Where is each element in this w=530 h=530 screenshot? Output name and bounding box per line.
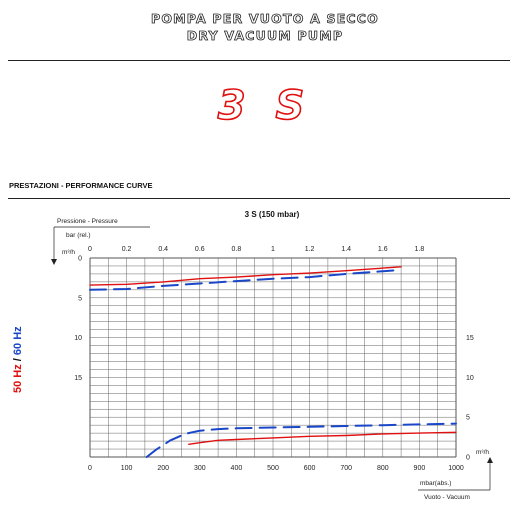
right-tick-label: 5 bbox=[466, 415, 470, 422]
title-italian: POMPA PER VUOTO A SECCO bbox=[150, 11, 380, 27]
bottom-tick-label: 700 bbox=[340, 465, 352, 472]
header-divider bbox=[8, 60, 510, 61]
50hz-vacuum-curve bbox=[188, 431, 457, 445]
chart-series bbox=[89, 266, 457, 458]
svg-text:50 Hz / 60 Hz: 50 Hz / 60 Hz bbox=[12, 326, 24, 393]
right-unit-label: m³/h bbox=[476, 449, 489, 456]
bottom-tick-label: 0 bbox=[88, 465, 92, 472]
right-axis-ticks: 15 10 5 0 bbox=[466, 335, 474, 461]
frequency-60hz: 60 Hz bbox=[12, 326, 24, 355]
60hz-pressure-curve bbox=[89, 268, 403, 291]
top-tick-label: 0.6 bbox=[195, 246, 205, 253]
frequency-label: 50 Hz / 60 Hz bbox=[12, 326, 24, 393]
top-tick-label: 0.2 bbox=[122, 246, 132, 253]
vacuum-arrow-icon bbox=[487, 457, 493, 463]
section-divider bbox=[8, 198, 510, 199]
vacuum-unit-label: mbar(abs.) bbox=[420, 480, 451, 487]
bottom-tick-label: 300 bbox=[194, 465, 206, 472]
left-axis-ticks: 0 5 10 15 bbox=[74, 256, 82, 382]
bottom-tick-label: 1000 bbox=[448, 465, 464, 472]
top-tick-label: 1.8 bbox=[415, 246, 425, 253]
pressure-axis-label: Pressione - Pressure bbox=[57, 218, 118, 225]
frequency-50hz: 50 Hz bbox=[12, 364, 24, 393]
right-tick-label: 10 bbox=[466, 375, 474, 382]
left-tick-label: 15 bbox=[74, 375, 82, 382]
title-english: DRY VACUUM PUMP bbox=[186, 28, 344, 44]
model-name: 3 S bbox=[217, 82, 313, 130]
top-tick-label: 1.2 bbox=[305, 246, 315, 253]
bottom-axis-ticks: 0 100 200 300 400 500 600 700 800 900 1000 bbox=[88, 465, 464, 472]
60hz-vacuum-curve bbox=[145, 422, 457, 458]
top-tick-label: 0.8 bbox=[232, 246, 242, 253]
top-tick-label: 0 bbox=[88, 246, 92, 253]
pressure-arrow-icon bbox=[51, 259, 57, 265]
50hz-pressure-curve bbox=[89, 266, 402, 286]
pressure-unit-label: bar (rel.) bbox=[66, 232, 91, 239]
top-tick-label: 1 bbox=[271, 246, 275, 253]
section-title: PRESTAZIONI - PERFORMANCE CURVE bbox=[9, 181, 153, 190]
bottom-tick-label: 200 bbox=[157, 465, 169, 472]
top-axis-ticks: 0 0.2 0.4 0.6 0.8 1 1.2 1.4 1.6 1.8 bbox=[88, 246, 424, 253]
top-tick-label: 0.4 bbox=[158, 246, 168, 253]
right-tick-label: 15 bbox=[466, 335, 474, 342]
chart-title: 3 S (150 mbar) bbox=[245, 210, 300, 219]
bottom-tick-label: 500 bbox=[267, 465, 279, 472]
right-tick-label: 0 bbox=[466, 455, 470, 462]
bottom-tick-label: 900 bbox=[414, 465, 426, 472]
left-tick-label: 0 bbox=[78, 256, 82, 263]
left-tick-label: 5 bbox=[78, 295, 82, 302]
bottom-tick-label: 600 bbox=[304, 465, 316, 472]
bottom-tick-label: 400 bbox=[231, 465, 243, 472]
top-tick-label: 1.4 bbox=[341, 246, 351, 253]
bottom-tick-label: 800 bbox=[377, 465, 389, 472]
bottom-tick-label: 100 bbox=[121, 465, 133, 472]
frequency-separator: / bbox=[12, 358, 24, 361]
top-tick-label: 1.6 bbox=[378, 246, 388, 253]
vacuum-axis-label: Vuoto - Vacuum bbox=[424, 494, 470, 501]
left-tick-label: 10 bbox=[74, 335, 82, 342]
left-unit-label: m³/h bbox=[62, 249, 75, 256]
chart-grid bbox=[89, 257, 457, 458]
